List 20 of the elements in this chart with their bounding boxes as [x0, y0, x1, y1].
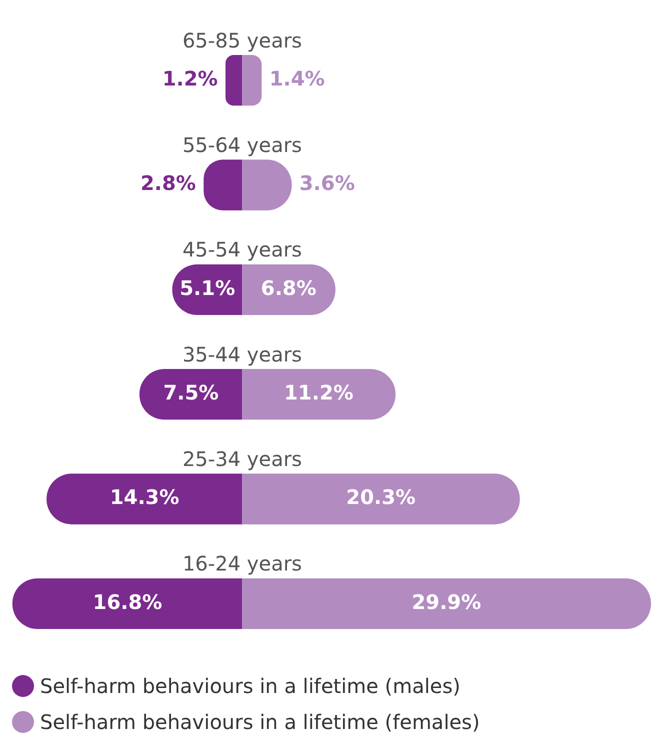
legend-label: Self-harm behaviours in a lifetime (females)	[40, 710, 480, 734]
data-label: 1.4%	[269, 66, 325, 91]
data-label: 5.1%	[180, 276, 236, 300]
data-label: 7.5%	[163, 380, 219, 405]
data-label: 29.9%	[412, 590, 482, 614]
y-tick-label: 25-34 years	[182, 447, 302, 471]
data-label: 20.3%	[346, 485, 416, 510]
legend-label: Self-harm behaviours in a lifetime (males)	[40, 674, 460, 698]
y-tick-label: 35-44 years	[182, 342, 302, 366]
data-label: 2.8%	[140, 171, 196, 196]
data-label: 16.8%	[92, 590, 162, 614]
data-label: 3.6%	[299, 171, 355, 196]
data-label: 11.2%	[284, 380, 354, 405]
data-label: 1.2%	[162, 66, 218, 91]
data-label: 14.3%	[110, 485, 180, 510]
data-label: 6.8%	[260, 276, 316, 300]
y-tick-label: 45-54 years	[182, 238, 302, 262]
y-tick-label: 65-85 years	[182, 28, 302, 52]
y-tick-label: 55-64 years	[182, 133, 302, 157]
y-tick-label: 16-24 years	[182, 552, 302, 576]
